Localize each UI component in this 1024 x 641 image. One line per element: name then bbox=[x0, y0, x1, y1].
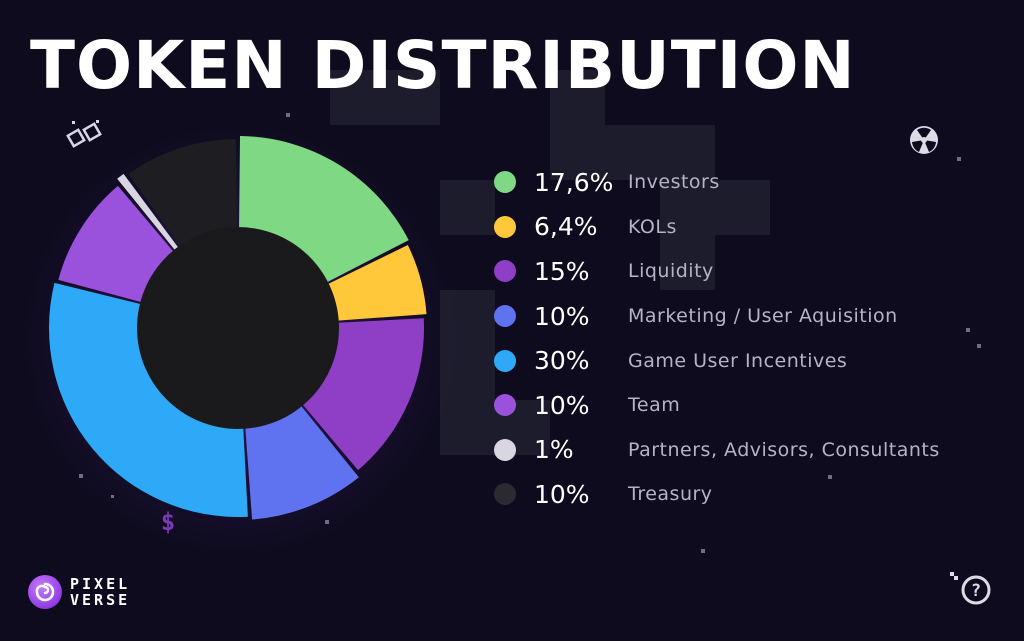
pixelverse-logo-icon bbox=[28, 575, 62, 609]
legend-value: 6,4% bbox=[534, 212, 598, 242]
radiation-icon bbox=[910, 126, 938, 154]
slice-kols bbox=[317, 245, 427, 322]
pixelverse-logo: PIXEL VERSE bbox=[28, 575, 130, 609]
slice-game-user-incentives bbox=[48, 282, 248, 517]
legend-label: Marketing / User Aquisition bbox=[628, 305, 898, 328]
legend-item: 30% Game User Incentives bbox=[494, 338, 940, 383]
legend-label: KOLs bbox=[628, 215, 677, 238]
page-title: TOKEN DISTRIBUTION bbox=[30, 27, 856, 104]
legend-item: 10% Team bbox=[494, 383, 940, 428]
svg-text:$: $ bbox=[161, 508, 175, 536]
legend-item: 1% Partners, Advisors, Consultants bbox=[494, 428, 940, 473]
legend-label: Game User Incentives bbox=[628, 349, 848, 372]
legend-swatch bbox=[494, 260, 516, 283]
legend-value: 10% bbox=[534, 390, 590, 420]
chain-link-icon bbox=[66, 120, 102, 148]
legend-item: 6,4% KOLs bbox=[494, 205, 940, 250]
slice-team bbox=[58, 185, 182, 306]
logo-line-2: VERSE bbox=[70, 591, 131, 609]
legend-item: 10% Marketing / User Aquisition bbox=[494, 294, 940, 339]
slice-treasury bbox=[128, 139, 238, 257]
legend-swatch bbox=[494, 483, 516, 506]
legend-value: 30% bbox=[534, 346, 590, 376]
legend-value: 10% bbox=[534, 301, 590, 331]
legend-value: 17,6% bbox=[534, 167, 614, 197]
legend-label: Treasury bbox=[628, 483, 713, 506]
donut-chart bbox=[18, 120, 458, 560]
legend: 17,6% Investors 6,4% KOLs 15% Liquidity 10% Mar… bbox=[494, 160, 940, 517]
donut-hole bbox=[137, 227, 339, 429]
legend-label: Investors bbox=[628, 171, 720, 194]
logo-line-1: PIXEL bbox=[70, 575, 131, 593]
legend-value: 10% bbox=[534, 479, 590, 509]
legend-item: 10% Treasury bbox=[494, 472, 940, 517]
legend-swatch bbox=[494, 215, 516, 238]
legend-swatch bbox=[494, 438, 516, 461]
help-icon: ? bbox=[950, 572, 991, 605]
legend-label: Team bbox=[628, 394, 681, 417]
svg-text:?: ? bbox=[971, 581, 981, 601]
legend-swatch bbox=[494, 349, 516, 372]
dollar-icon: $ bbox=[161, 508, 175, 536]
legend-swatch bbox=[494, 305, 516, 328]
legend-swatch bbox=[494, 171, 516, 194]
slice-marketing-user-aquisition bbox=[244, 396, 359, 520]
legend-label: Partners, Advisors, Consultants bbox=[628, 438, 940, 461]
legend-swatch bbox=[494, 394, 516, 417]
legend-item: 17,6% Investors bbox=[494, 160, 940, 205]
legend-value: 15% bbox=[534, 256, 590, 286]
legend-item: 15% Liquidity bbox=[494, 249, 940, 294]
legend-value: 1% bbox=[534, 435, 574, 465]
legend-label: Liquidity bbox=[628, 260, 714, 283]
slice-partners-advisors-consultants bbox=[117, 173, 186, 260]
